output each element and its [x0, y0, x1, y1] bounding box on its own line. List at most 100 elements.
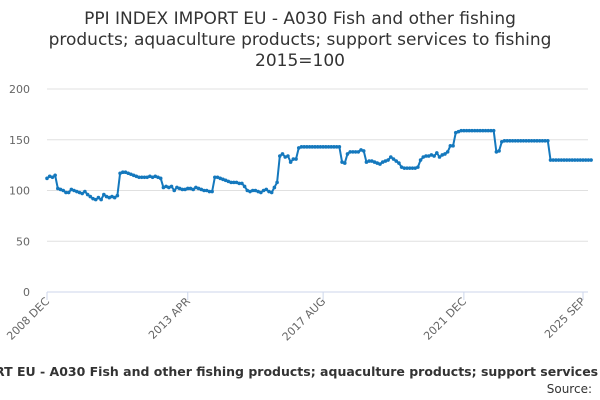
point — [245, 188, 250, 193]
point — [191, 187, 195, 192]
point — [269, 190, 274, 195]
point — [340, 160, 344, 164]
y-tick-label: 150 — [9, 134, 30, 147]
point — [156, 175, 160, 180]
point — [129, 172, 133, 177]
point — [402, 166, 407, 170]
point — [583, 158, 588, 162]
point — [332, 145, 336, 149]
point — [221, 177, 225, 182]
point — [578, 158, 583, 162]
point — [264, 187, 269, 192]
point — [194, 185, 198, 190]
point — [256, 189, 260, 194]
caption: RT EU - A030 Fish and other fishing prod… — [0, 364, 600, 379]
point — [261, 188, 266, 193]
point — [367, 159, 371, 163]
point — [172, 188, 177, 193]
point — [231, 180, 236, 185]
point — [93, 197, 98, 202]
point — [516, 138, 520, 143]
point — [462, 128, 466, 133]
point — [386, 158, 390, 162]
point — [443, 152, 447, 156]
point — [294, 157, 298, 161]
point — [456, 129, 461, 134]
point — [218, 176, 223, 181]
y-tick-label: 200 — [9, 83, 30, 96]
point — [475, 128, 480, 133]
point — [64, 190, 68, 195]
point — [356, 150, 361, 154]
point — [451, 144, 455, 148]
point — [342, 161, 347, 165]
point — [120, 170, 125, 175]
point — [494, 150, 499, 154]
point — [326, 145, 331, 149]
point — [378, 162, 382, 166]
point — [53, 173, 57, 178]
point — [380, 160, 385, 164]
point — [548, 158, 553, 162]
point — [253, 188, 258, 193]
point — [388, 155, 393, 159]
point — [537, 138, 542, 143]
point — [397, 161, 401, 165]
point — [486, 128, 491, 133]
point — [123, 170, 128, 175]
point — [131, 173, 136, 178]
point — [229, 180, 233, 185]
point — [532, 138, 537, 143]
point — [318, 145, 323, 149]
point — [164, 184, 168, 189]
point — [470, 128, 474, 133]
point — [210, 189, 214, 194]
point — [448, 144, 453, 148]
point — [286, 154, 290, 158]
point — [524, 138, 528, 143]
point — [575, 158, 580, 162]
point — [80, 191, 84, 196]
point — [405, 166, 409, 170]
point — [240, 181, 244, 186]
point — [432, 154, 436, 158]
y-tick-label: 50 — [16, 235, 30, 248]
point — [91, 196, 95, 201]
point — [148, 174, 152, 179]
point — [167, 185, 171, 190]
point — [345, 152, 350, 156]
point — [478, 128, 482, 133]
point — [242, 184, 247, 189]
point — [139, 175, 144, 180]
point — [361, 149, 366, 153]
point — [188, 186, 193, 191]
point — [329, 145, 334, 149]
point — [453, 130, 458, 135]
point — [535, 138, 539, 143]
point — [169, 184, 174, 189]
point — [556, 158, 561, 162]
point — [426, 154, 431, 158]
point — [310, 145, 315, 149]
point — [440, 153, 445, 157]
point — [416, 165, 420, 169]
point — [307, 145, 312, 149]
point — [513, 138, 518, 143]
source: Source: — [547, 382, 592, 396]
point — [546, 138, 550, 143]
point — [586, 158, 591, 162]
point — [305, 145, 309, 149]
point — [66, 190, 71, 195]
point — [207, 189, 212, 194]
point — [472, 128, 477, 133]
point — [142, 175, 147, 180]
point — [183, 187, 187, 192]
point — [418, 158, 423, 162]
point — [226, 179, 231, 184]
chart-title: PPI INDEX IMPORT EU - A030 Fish and othe… — [49, 9, 552, 71]
point — [180, 187, 185, 192]
point — [464, 128, 469, 133]
point — [278, 154, 282, 158]
point — [118, 171, 122, 176]
point — [107, 195, 112, 200]
